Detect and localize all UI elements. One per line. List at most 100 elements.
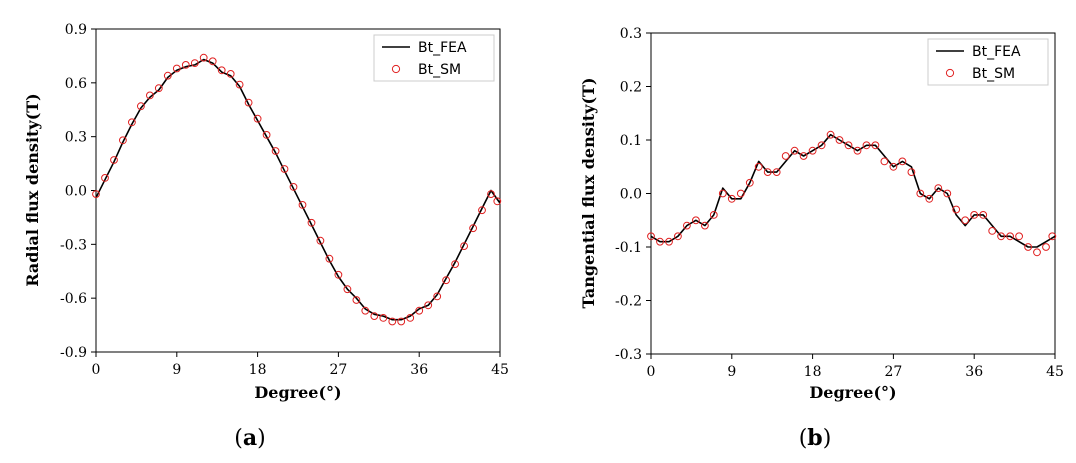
y-tick-label: 0.1 bbox=[620, 133, 642, 149]
data-point-sm bbox=[880, 157, 889, 166]
data-point-sm bbox=[190, 59, 199, 67]
y-tick-label: 0.3 bbox=[620, 26, 642, 42]
data-point-sm bbox=[1015, 232, 1023, 241]
series-line-fea bbox=[95, 58, 501, 321]
tangential-flux-panel: 0 9 18 27 36 45 -0.3 -0.2 -0.1 0.0 0.1 0.2 0.3 Degr… bbox=[579, 26, 1064, 451]
data-point-sm bbox=[469, 224, 478, 233]
y-tick-label: 0.2 bbox=[620, 80, 642, 96]
data-point-sm bbox=[298, 201, 307, 209]
y-tick-label: -0.3 bbox=[60, 237, 87, 253]
x-tick-label: 36 bbox=[410, 362, 428, 378]
data-point-sm bbox=[244, 98, 253, 107]
y-ticks: -0.9 -0.6 -0.3 0.0 0.3 0.6 0.9 bbox=[60, 22, 96, 361]
data-point-sm bbox=[709, 211, 718, 219]
legend: Bt_FEA Bt_SM bbox=[927, 38, 1049, 86]
data-point-sm bbox=[379, 314, 388, 322]
data-point-sm bbox=[907, 168, 916, 177]
data-point-sm bbox=[952, 205, 961, 214]
data-point-sm bbox=[101, 174, 109, 182]
data-point-sm bbox=[172, 64, 181, 73]
data-point-sm bbox=[271, 147, 280, 155]
y-tick-label: -0.2 bbox=[615, 294, 642, 310]
data-point-sm bbox=[656, 237, 664, 246]
data-point-sm bbox=[943, 189, 952, 198]
y-tick-label: -0.6 bbox=[60, 291, 87, 307]
legend-marker-swatch bbox=[945, 68, 955, 78]
data-point-sm bbox=[307, 218, 316, 227]
data-point-sm bbox=[979, 211, 988, 219]
legend-box bbox=[927, 38, 1049, 86]
data-point-sm bbox=[110, 156, 118, 164]
data-point-sm bbox=[1048, 232, 1057, 241]
y-axis-label: Radial flux density(T) bbox=[23, 93, 42, 287]
data-point-sm bbox=[898, 157, 907, 166]
x-tick-label: 18 bbox=[249, 362, 267, 378]
legend-box bbox=[373, 34, 495, 82]
caption-a: (a) bbox=[234, 425, 265, 451]
data-point-sm bbox=[433, 292, 442, 301]
data-point-sm bbox=[853, 146, 862, 155]
legend-label-sm: Bt_SM bbox=[972, 66, 1015, 82]
y-tick-label: 0.9 bbox=[65, 22, 87, 38]
data-point-sm bbox=[665, 237, 673, 246]
data-point-sm bbox=[862, 141, 871, 150]
legend-marker-swatch bbox=[391, 64, 401, 74]
data-point-sm bbox=[925, 194, 934, 203]
data-point-sm bbox=[916, 189, 925, 198]
data-point-sm bbox=[763, 168, 772, 177]
data-point-sm bbox=[781, 152, 790, 160]
data-point-sm bbox=[826, 130, 835, 139]
data-point-sm bbox=[835, 136, 844, 144]
x-tick-label: 0 bbox=[647, 364, 656, 380]
x-ticks: 0 9 18 27 36 45 bbox=[92, 352, 509, 378]
data-point-sm bbox=[970, 211, 979, 219]
series-line-fea bbox=[650, 133, 1056, 248]
data-point-sm bbox=[674, 232, 682, 241]
data-point-sm bbox=[790, 146, 799, 155]
data-point-sm bbox=[128, 118, 136, 127]
data-point-sm bbox=[424, 301, 433, 310]
radial-flux-panel: 0 9 18 27 36 45 -0.9 -0.6 -0.3 0.0 0.3 0.6 0.9 Degr… bbox=[23, 22, 509, 451]
data-point-sm bbox=[208, 57, 217, 66]
data-point-sm bbox=[217, 66, 226, 75]
data-point-sm bbox=[406, 314, 415, 322]
data-point-sm bbox=[199, 53, 208, 62]
x-ticks: 0 9 18 27 36 45 bbox=[647, 354, 1064, 380]
data-point-sm bbox=[163, 71, 172, 80]
data-point-sm bbox=[718, 189, 727, 198]
data-point-sm bbox=[478, 206, 486, 215]
data-point-sm bbox=[808, 146, 817, 155]
data-point-sm bbox=[442, 276, 451, 285]
caption-b: (b) bbox=[799, 425, 832, 451]
y-tick-label: 0.3 bbox=[65, 130, 87, 146]
y-tick-label: 0.0 bbox=[65, 184, 87, 200]
x-tick-label: 45 bbox=[1046, 364, 1064, 380]
data-point-sm bbox=[352, 296, 361, 304]
x-tick-label: 9 bbox=[727, 364, 736, 380]
x-tick-label: 27 bbox=[329, 362, 347, 378]
data-point-sm bbox=[1042, 243, 1050, 251]
y-axis-label: Tangential flux density(T) bbox=[579, 77, 598, 308]
data-point-sm bbox=[817, 141, 826, 150]
data-point-sm bbox=[119, 136, 127, 145]
data-point-sm bbox=[451, 260, 460, 269]
data-point-sm bbox=[181, 61, 190, 69]
data-point-sm bbox=[325, 254, 334, 263]
data-point-sm bbox=[415, 306, 424, 315]
x-axis-label: Degree(°) bbox=[254, 383, 341, 402]
data-point-sm bbox=[460, 242, 469, 251]
x-tick-label: 27 bbox=[884, 364, 902, 380]
data-point-sm bbox=[487, 190, 495, 199]
legend: Bt_FEA Bt_SM bbox=[373, 34, 495, 82]
plot-area bbox=[92, 53, 502, 326]
y-tick-label: -0.1 bbox=[615, 240, 642, 256]
y-tick-label: -0.9 bbox=[60, 345, 87, 361]
data-point-sm bbox=[343, 285, 352, 294]
data-point-sm bbox=[934, 184, 943, 193]
data-point-sm bbox=[745, 178, 754, 187]
data-point-sm bbox=[772, 168, 781, 177]
data-point-sm bbox=[235, 80, 244, 89]
y-tick-label: -0.3 bbox=[615, 347, 642, 363]
data-point-sm bbox=[388, 317, 397, 326]
